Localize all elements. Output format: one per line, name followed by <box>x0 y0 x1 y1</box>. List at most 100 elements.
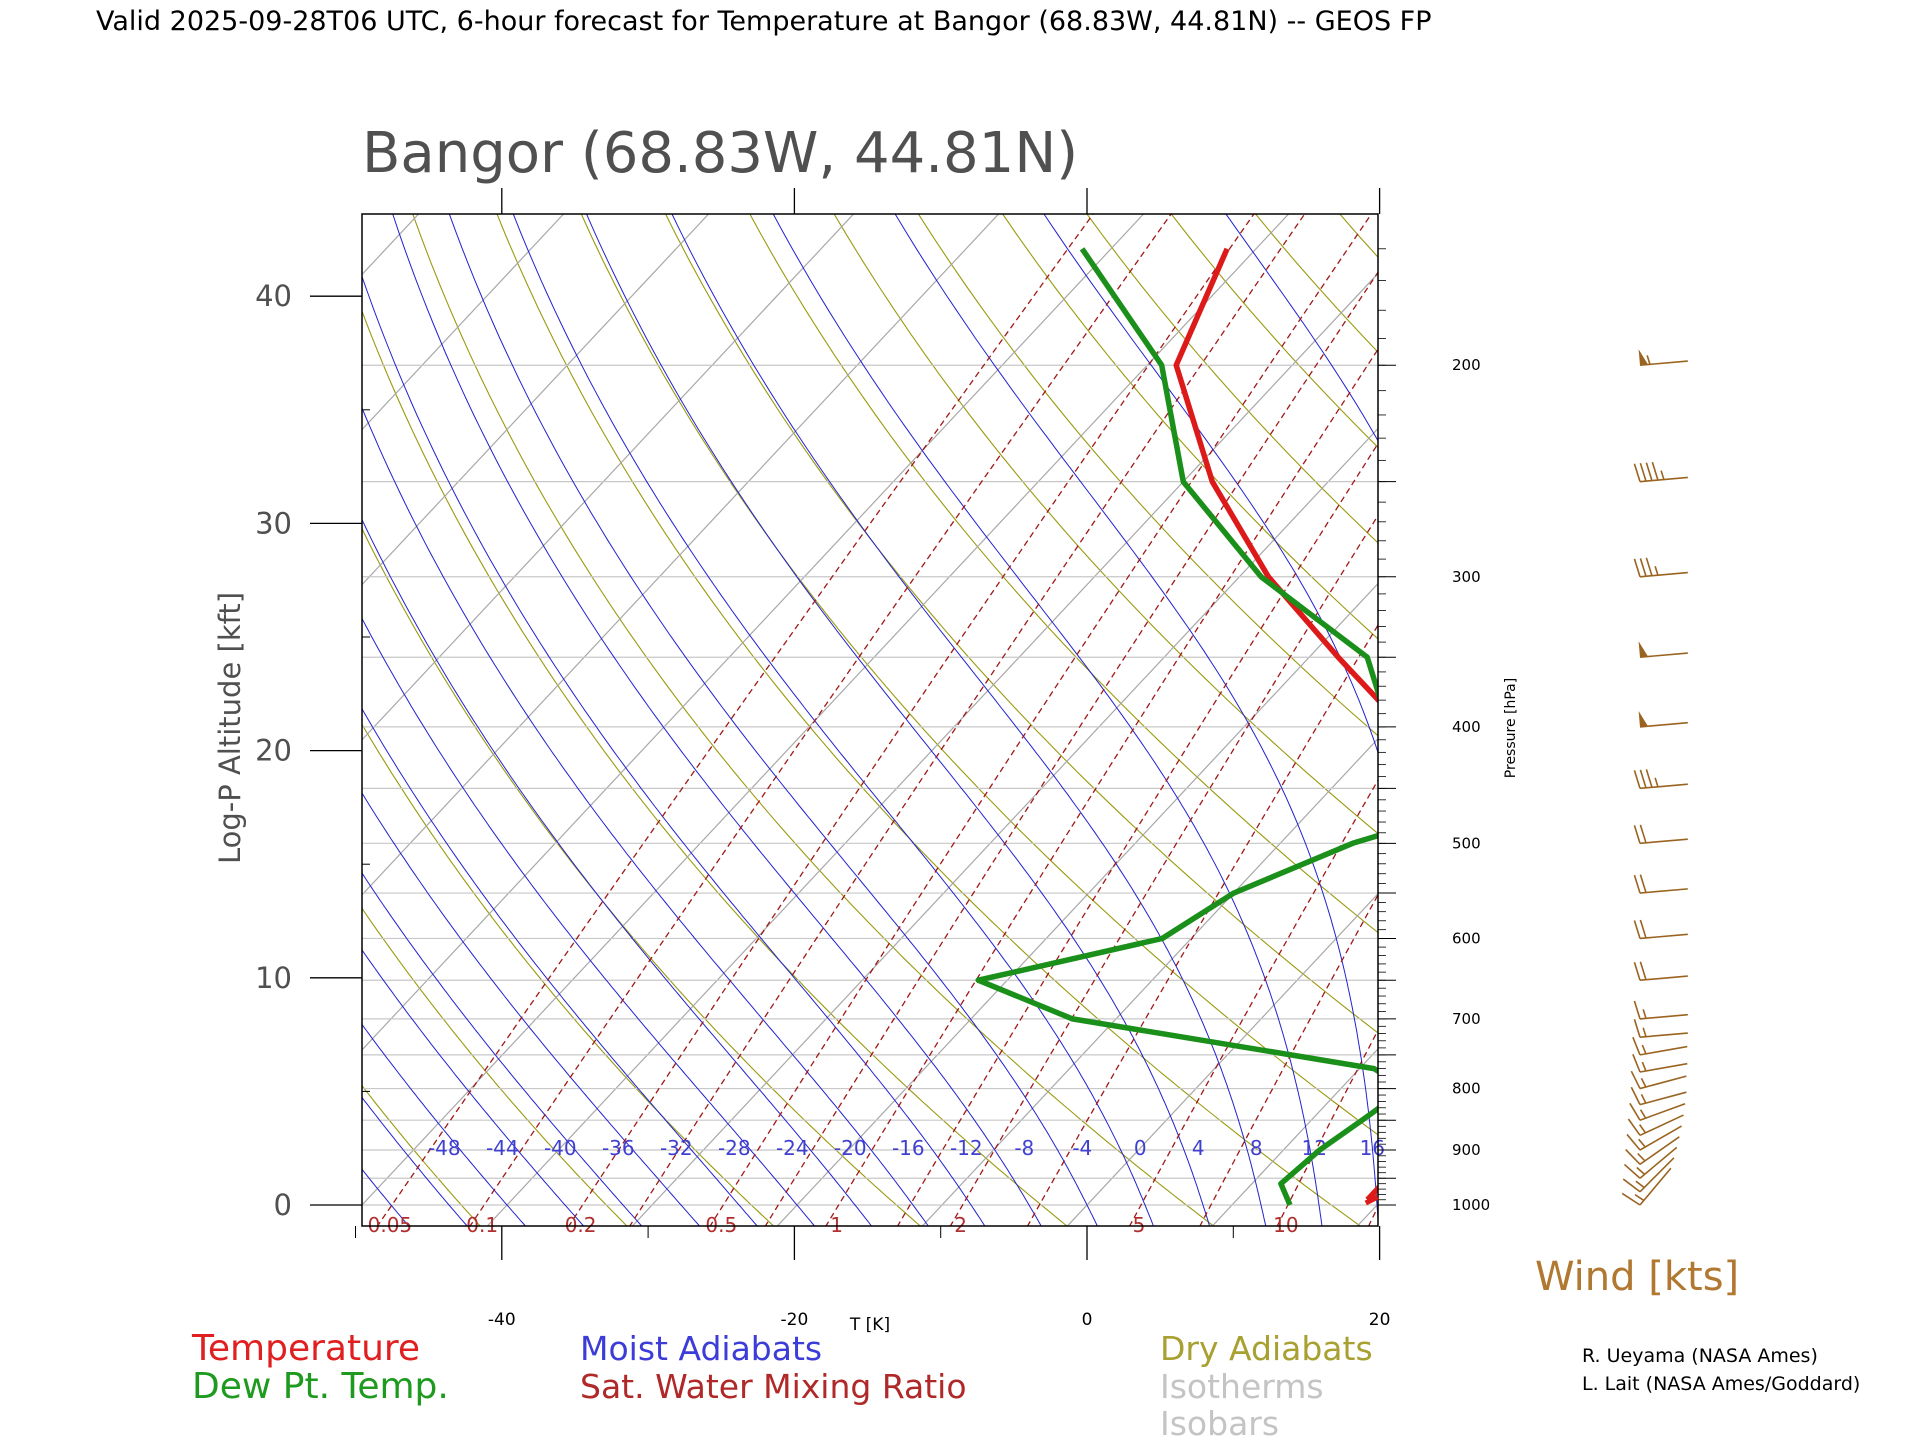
wind-barb-flag <box>1639 874 1647 893</box>
wind-barb-flag <box>1633 463 1641 482</box>
mixing-ratio-line <box>1600 179 1920 1235</box>
wind-barb-half-flag <box>1641 1044 1647 1055</box>
dry-adiabat-line <box>749 214 1378 934</box>
temp-tick-label: 0 <box>1082 1310 1093 1330</box>
legend-dry-adiabats: Dry Adiabats <box>1160 1329 1373 1368</box>
wind-barb <box>1633 461 1688 483</box>
wind-barb <box>1626 1125 1682 1151</box>
wind-barb-flag <box>1639 558 1647 577</box>
mixing-ratio-label: 1 <box>830 1213 843 1237</box>
moist-adiabat-line <box>362 1168 410 1226</box>
skew-temperature-label: -40 <box>544 1136 577 1160</box>
wind-barb-flag <box>1633 874 1641 894</box>
moist-adiabat-line <box>894 214 1378 1226</box>
mixing-ratio-line <box>1529 179 1920 1235</box>
wind-barb-staff <box>1639 1075 1687 1090</box>
wind-barb-staff <box>1639 1032 1688 1038</box>
legend-mixing-ratio: Sat. Water Mixing Ratio <box>580 1367 967 1406</box>
wind-barb-pennant <box>1638 710 1648 727</box>
dry-adiabat-line <box>1170 214 1378 449</box>
skew-temperature-label: -48 <box>428 1136 461 1160</box>
wind-barb-staff <box>1639 1091 1687 1106</box>
isotherm-line <box>1784 179 1920 1235</box>
pressure-tick-label: 200 <box>1452 356 1481 374</box>
dry-adiabat-line <box>1724 179 1920 1235</box>
dry-adiabat-line <box>1558 179 1920 1235</box>
wind-barb-pennant <box>1638 349 1648 366</box>
wind-barb <box>1638 349 1688 367</box>
skew-temperature-label: 16 <box>1360 1136 1385 1160</box>
isotherm-line <box>362 214 1290 1206</box>
isotherms <box>362 179 1920 1235</box>
mixing-ratio-label: 0.05 <box>368 1213 413 1237</box>
mixing-ratio-line <box>376 214 1095 1226</box>
wind-barb <box>1632 1036 1688 1056</box>
plot-title: Bangor (68.83W, 44.81N) <box>362 121 1078 186</box>
moist-adiabat-line <box>671 214 1267 1226</box>
mixing-ratio-label: 0.2 <box>565 1213 597 1237</box>
wind-barb-pennant <box>1638 641 1648 658</box>
skew-temperature-label: -8 <box>1014 1136 1034 1160</box>
wind-barb-flag <box>1645 557 1653 576</box>
wind-barb <box>1633 1019 1688 1038</box>
moist-adiabat-line <box>362 707 758 1226</box>
moist-adiabat-line <box>772 214 1323 1226</box>
wind-barb <box>1630 1070 1687 1090</box>
dry-adiabat-line <box>1001 214 1378 640</box>
skew-temperature-label: -24 <box>776 1136 809 1160</box>
isotherm-line <box>362 214 855 741</box>
moist-adiabat-line <box>448 214 1098 1226</box>
wind-barb-flag <box>1627 1118 1641 1136</box>
wind-barb-staff <box>1639 652 1688 659</box>
isotherm-line <box>1211 1047 1378 1226</box>
skew-temperature-label: -4 <box>1072 1136 1092 1160</box>
skew-temperature-label: -44 <box>486 1136 519 1160</box>
wind-barb-half-flag <box>1654 566 1659 576</box>
legend-temperature: Temperature <box>191 1328 420 1369</box>
pressure-tick-label: 300 <box>1452 568 1481 586</box>
left-axis-label: Log-P Altitude [kft] <box>213 592 247 864</box>
wind-barb-staff <box>1639 1013 1688 1020</box>
temp-tick-label: -20 <box>781 1310 809 1330</box>
dry-adiabat-line <box>1476 179 1920 1235</box>
skew-temperature-label: -20 <box>834 1136 867 1160</box>
pressure-tick-label: 800 <box>1452 1080 1481 1098</box>
isotherm-line <box>362 214 565 431</box>
kft-tick-label: 30 <box>255 506 292 540</box>
isotherm-line <box>486 272 1378 1226</box>
dry-adiabat-line <box>362 309 1068 1226</box>
moist-adiabat-line <box>362 617 816 1226</box>
isotherm-line <box>1494 179 1920 1235</box>
wind-barb <box>1622 1157 1675 1193</box>
moist-adiabat-line <box>362 406 929 1226</box>
skew-temperature-label: -12 <box>950 1136 983 1160</box>
skew-temperature-labels: -48 -44 -40 -36 -32 -28 -24 -20 -16 -12 -8 -4 0 4 8 12 1… <box>428 1136 1385 1160</box>
mixing-ratio-line <box>1367 1205 1378 1226</box>
dry-adiabat-line <box>1254 214 1378 353</box>
moist-adiabat-line <box>362 949 585 1226</box>
moist-adiabat-line <box>1416 179 1582 1235</box>
credit-2: L. Lait (NASA Ames/Goddard) <box>1582 1373 1860 1395</box>
wind-barb-half-flag <box>1635 1180 1645 1189</box>
wind-barb-flag <box>1633 1000 1641 1020</box>
mixing-ratio-line <box>709 214 1373 1226</box>
moist-adiabat-line <box>1043 214 1378 754</box>
wind-barb-flag <box>1626 1133 1641 1151</box>
wind-barb-staff <box>1639 1062 1688 1073</box>
mixing-ratio-line <box>568 214 1255 1226</box>
temperature-surface-mark <box>1364 1194 1379 1206</box>
mixing-ratio-label: 0.5 <box>705 1213 737 1237</box>
dry-adiabat-line <box>362 907 628 1226</box>
wind-barb <box>1623 1146 1678 1179</box>
wind-barb-staff <box>1639 1045 1688 1056</box>
skew-temperature-label: 8 <box>1250 1136 1263 1160</box>
skew-temperature-label: -16 <box>892 1136 925 1160</box>
isotherm-line <box>362 214 1145 1051</box>
moist-adiabat-line <box>362 872 643 1226</box>
moist-adiabats <box>362 179 1582 1235</box>
isotherm-line <box>1066 892 1378 1226</box>
skew-temperature-label: -36 <box>602 1136 635 1160</box>
wind-barb-flag <box>1645 769 1653 788</box>
skew-temperature-label: 4 <box>1192 1136 1205 1160</box>
dry-adiabat-line <box>496 214 1362 1226</box>
